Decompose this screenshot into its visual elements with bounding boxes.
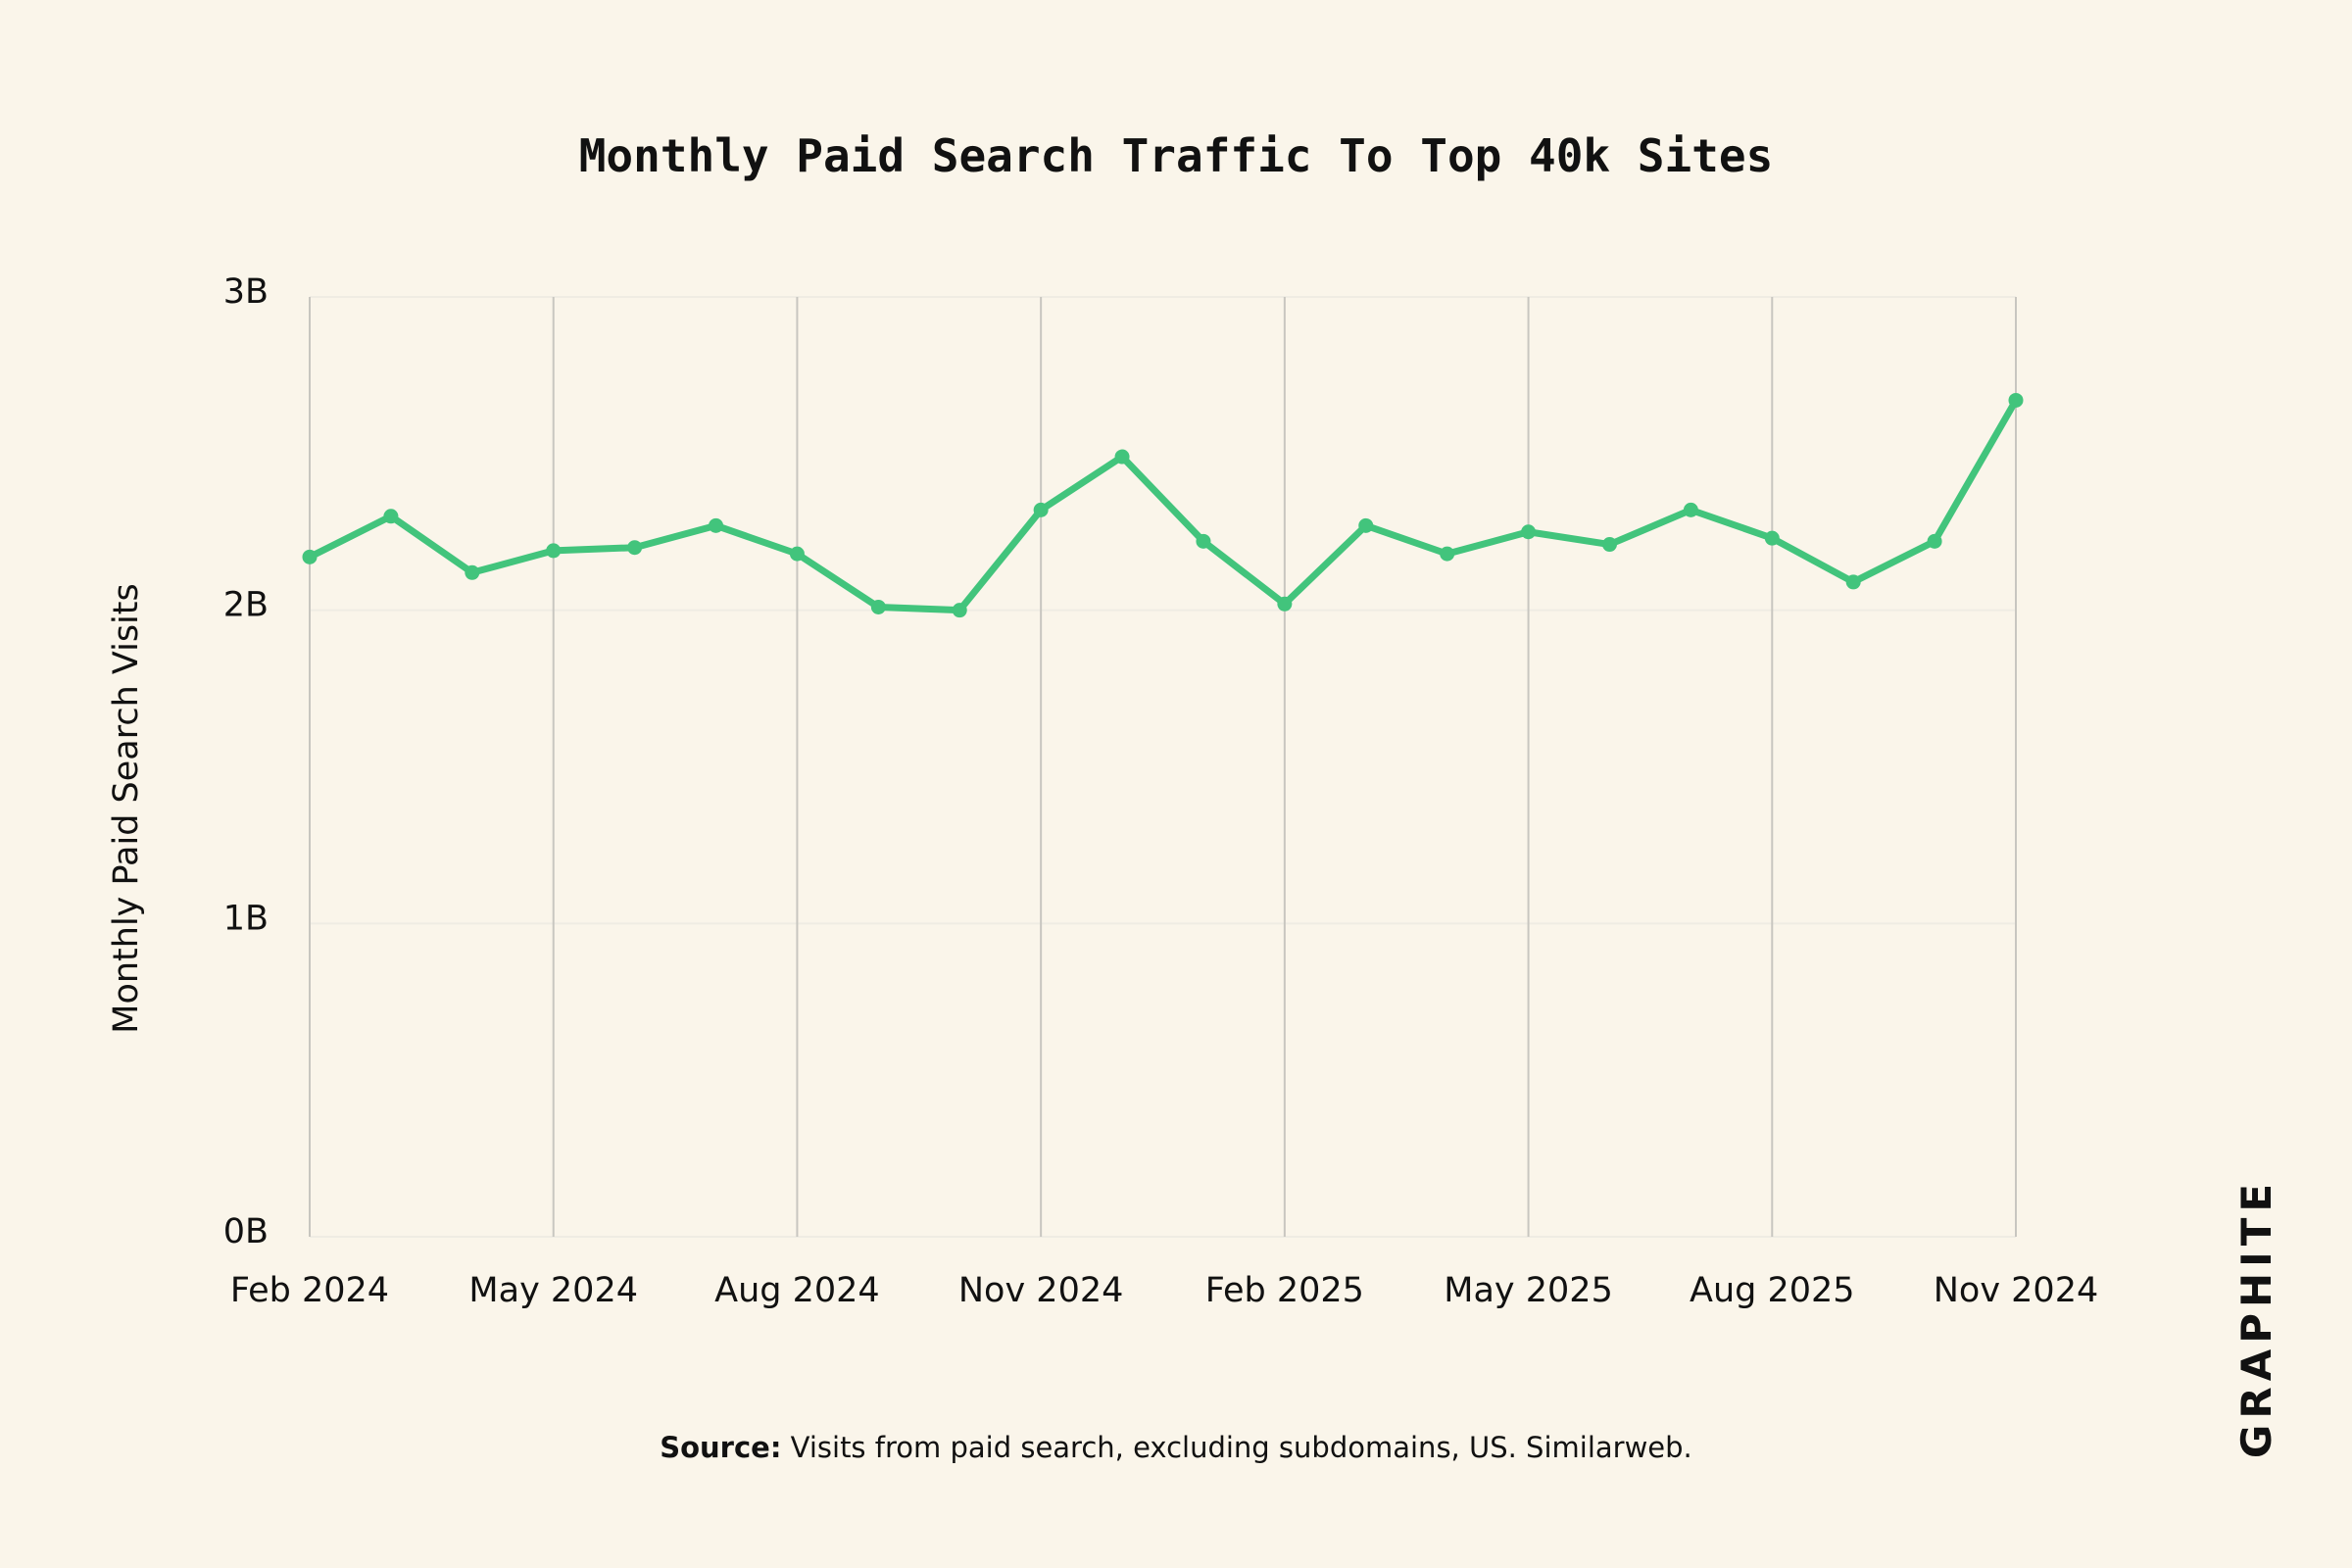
data-point bbox=[1927, 533, 1942, 549]
x-tick-label: May 2024 bbox=[468, 1271, 638, 1310]
source-label: Source: bbox=[660, 1431, 782, 1464]
x-tick-label: Nov 2024 bbox=[958, 1271, 1124, 1310]
data-point bbox=[2008, 392, 2024, 408]
data-point bbox=[546, 543, 562, 559]
data-point bbox=[789, 546, 805, 562]
data-point bbox=[1114, 449, 1130, 465]
data-point bbox=[1358, 517, 1374, 533]
series bbox=[302, 392, 2024, 618]
x-tick-label: May 2025 bbox=[1444, 1271, 1613, 1310]
source-text: Visits from paid search, excluding subdo… bbox=[790, 1431, 1692, 1464]
x-tick-label: Feb 2025 bbox=[1205, 1271, 1364, 1310]
data-point bbox=[302, 549, 318, 564]
y-tick-label: 3B bbox=[223, 272, 269, 312]
data-point bbox=[1521, 524, 1537, 540]
brand-wordmark: GRAPHITE bbox=[2232, 1178, 2280, 1458]
data-point bbox=[465, 564, 480, 580]
x-tick-label: Aug 2025 bbox=[1690, 1271, 1855, 1310]
y-tick-label: 0B bbox=[223, 1212, 269, 1251]
data-point bbox=[1683, 502, 1698, 517]
data-point bbox=[1845, 574, 1861, 590]
y-tick-label: 2B bbox=[223, 586, 269, 625]
data-point bbox=[1196, 533, 1211, 549]
data-point bbox=[1033, 502, 1049, 517]
brand-logo: GRAPHITE bbox=[2232, 1178, 2280, 1458]
series-line bbox=[306, 396, 2020, 614]
data-point bbox=[1601, 537, 1617, 553]
y-axis-ticks: 0B 1B 2B 3B bbox=[223, 272, 269, 1251]
data-point bbox=[1440, 546, 1455, 562]
x-tick-label: Nov 2024 bbox=[1934, 1271, 2099, 1310]
data-point bbox=[383, 509, 399, 524]
x-axis-ticks: Feb 2024 May 2024 Aug 2024 Nov 2024 Feb 2025… bbox=[230, 1271, 2098, 1310]
y-tick-label: 1B bbox=[223, 899, 269, 938]
data-point bbox=[1277, 596, 1293, 612]
y-axis-label: Monthly Paid Search Visits bbox=[107, 583, 146, 1034]
data-point bbox=[1764, 530, 1780, 546]
source-note: Source: Visits from paid search, excludi… bbox=[0, 1431, 2352, 1464]
x-tick-label: Feb 2024 bbox=[230, 1271, 389, 1310]
grid bbox=[309, 296, 2017, 1238]
data-point bbox=[952, 603, 967, 618]
x-tick-label: Aug 2024 bbox=[714, 1271, 880, 1310]
data-point bbox=[627, 540, 643, 556]
data-point bbox=[870, 599, 886, 614]
chart-title: Monthly Paid Search Traffic To Top 40k S… bbox=[579, 129, 1774, 182]
data-point bbox=[709, 517, 724, 533]
